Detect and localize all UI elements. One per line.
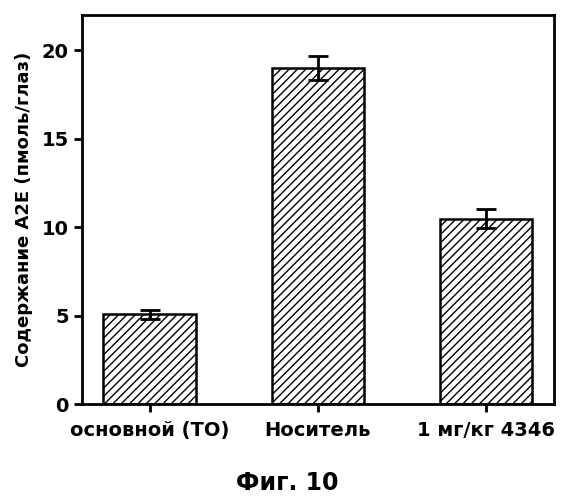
- Bar: [440, 218, 532, 404]
- Text: Фиг. 10: Фиг. 10: [236, 471, 338, 495]
- Bar: [272, 68, 364, 404]
- Y-axis label: Содержание A2E (пмоль/глаз): Содержание A2E (пмоль/глаз): [15, 52, 33, 368]
- Bar: [103, 314, 196, 404]
